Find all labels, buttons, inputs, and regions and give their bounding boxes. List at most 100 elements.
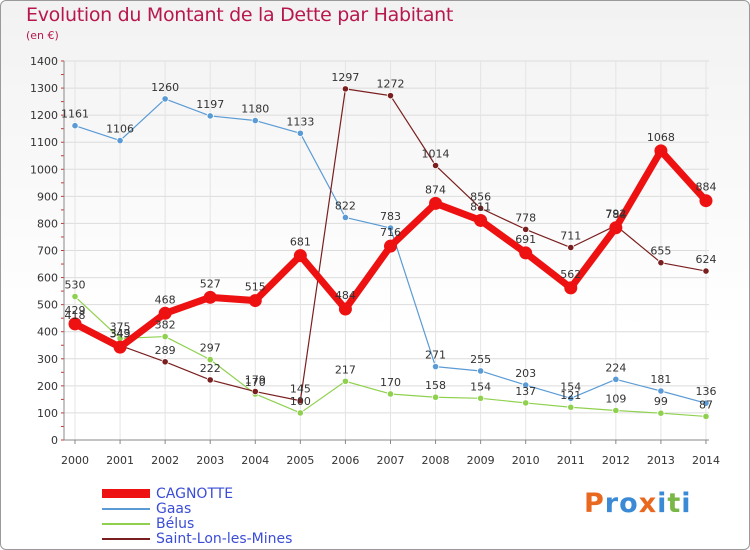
legend-label: CAGNOTTE — [156, 485, 234, 502]
y-tick-label: 1200 — [30, 109, 58, 122]
x-tick-label: 2009 — [467, 454, 495, 467]
x-tick-label: 2010 — [512, 454, 540, 467]
series-lines — [68, 85, 713, 421]
data-point — [251, 116, 259, 125]
data-point — [657, 259, 665, 267]
data-point — [567, 394, 575, 402]
data-point — [248, 294, 262, 308]
data-label: 1014 — [422, 147, 450, 160]
y-tick-label: 100 — [37, 407, 58, 420]
x-tick-label: 2000 — [61, 454, 89, 467]
data-point — [702, 412, 710, 421]
data-label: 1180 — [241, 103, 269, 116]
data-label: 1297 — [331, 71, 359, 84]
x-tick-label: 2001 — [106, 454, 134, 467]
y-tick-label: 1000 — [30, 163, 58, 176]
y-tick-label: 1300 — [30, 82, 58, 95]
data-label: 1272 — [376, 78, 404, 91]
data-label: 154 — [470, 380, 491, 393]
data-point — [161, 358, 169, 366]
data-point — [657, 409, 665, 417]
data-point — [522, 381, 530, 389]
chart-title: Evolution du Montant de la Dette par Hab… — [26, 4, 454, 26]
y-tick-label: 500 — [37, 299, 58, 312]
data-point — [699, 194, 713, 208]
data-label: 136 — [695, 385, 716, 398]
data-point — [567, 243, 575, 252]
data-point — [386, 92, 395, 100]
data-label: 179 — [245, 374, 266, 387]
logo-letter: x — [638, 488, 658, 519]
data-point — [116, 136, 124, 145]
data-point — [702, 267, 710, 275]
data-point — [477, 367, 485, 375]
data-point — [702, 399, 710, 407]
data-label: 874 — [425, 183, 446, 196]
data-label: 1106 — [106, 123, 134, 136]
data-point — [296, 409, 304, 417]
data-point — [161, 95, 169, 103]
legend-label: Saint-Lon-les-Mines — [156, 530, 293, 547]
data-label: 716 — [380, 226, 401, 239]
data-point — [431, 393, 440, 401]
data-point — [161, 332, 169, 341]
y-tick-label: 300 — [37, 353, 58, 366]
y-tick-label: 900 — [37, 190, 58, 203]
logo-letter: t — [667, 488, 682, 519]
data-label: 784 — [605, 208, 626, 221]
logo-letter: r — [604, 488, 620, 519]
data-label: 792 — [605, 208, 626, 221]
y-tick-label: 400 — [37, 326, 58, 339]
logo-letter: o — [619, 488, 639, 519]
legend-swatch — [102, 537, 150, 540]
data-point — [113, 340, 127, 354]
y-tick-label: 1100 — [30, 136, 58, 149]
data-label: 884 — [695, 181, 716, 194]
data-point — [474, 213, 488, 227]
data-label: 289 — [155, 344, 176, 357]
data-label: 181 — [650, 373, 671, 386]
data-label: 100 — [290, 395, 311, 408]
data-label: 297 — [200, 342, 221, 355]
data-point — [657, 387, 665, 395]
logo-letter: P — [584, 488, 605, 519]
y-tick-label: 600 — [37, 272, 58, 285]
legend-entry: Saint-Lon-les-Mines — [102, 530, 293, 547]
data-label: 515 — [245, 281, 266, 294]
data-label: 382 — [155, 319, 176, 332]
data-label: 349 — [110, 328, 131, 341]
x-tick-label: 2003 — [196, 454, 224, 467]
y-tick-label: 800 — [37, 217, 58, 230]
x-tick-label: 2005 — [286, 454, 314, 467]
data-point — [341, 213, 350, 222]
data-point — [338, 302, 352, 316]
data-label: 783 — [380, 210, 401, 223]
x-tick-label: 2013 — [647, 454, 675, 467]
data-label: 655 — [650, 245, 671, 258]
data-point — [654, 144, 668, 158]
data-point — [206, 112, 214, 120]
data-label: 691 — [515, 233, 536, 246]
data-label: 170 — [380, 376, 401, 389]
data-label: 375 — [110, 320, 131, 333]
data-point — [296, 397, 304, 405]
data-point — [522, 225, 530, 233]
x-tick-label: 2006 — [331, 454, 359, 467]
data-label: 158 — [425, 379, 446, 392]
data-point — [71, 122, 79, 130]
data-point — [293, 249, 307, 263]
y-tick-label: 1400 — [30, 55, 58, 68]
logo-letter: i — [681, 488, 692, 519]
legend-swatch — [102, 522, 150, 525]
data-label: 811 — [470, 200, 491, 213]
data-label: 527 — [200, 277, 221, 290]
data-point — [564, 281, 578, 295]
x-tick-label: 2002 — [151, 454, 179, 467]
data-point — [206, 376, 214, 384]
data-label: 222 — [200, 362, 221, 375]
data-point — [429, 196, 443, 210]
x-tick-label: 2007 — [376, 454, 404, 467]
data-label: 624 — [695, 253, 716, 266]
